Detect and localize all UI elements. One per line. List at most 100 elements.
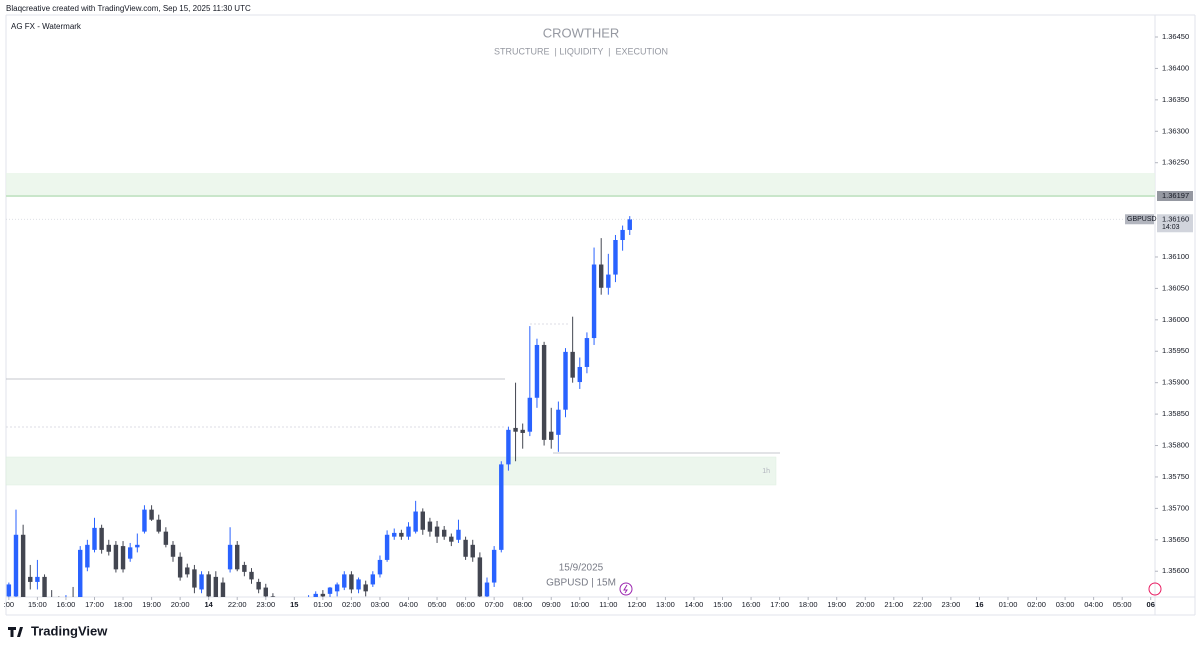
candle-body xyxy=(256,581,261,590)
candle-body xyxy=(156,519,161,532)
candle-body xyxy=(584,338,590,367)
candle-body xyxy=(113,544,119,570)
candle-body xyxy=(177,556,183,578)
x-tick-label: 04:00 xyxy=(399,600,418,609)
candle-body xyxy=(513,427,518,432)
x-tick-label: 14:00 xyxy=(685,600,704,609)
candle-body xyxy=(49,600,53,605)
candle-body xyxy=(206,574,211,597)
candle-body xyxy=(491,549,497,583)
candle-body xyxy=(370,574,376,585)
candle-body xyxy=(292,609,296,618)
x-tick-label: 04:00 xyxy=(1084,600,1103,609)
x-tick-label: 18:00 xyxy=(799,600,818,609)
x-tick-label: 19:00 xyxy=(142,600,161,609)
candle-body xyxy=(313,593,318,597)
candle-body xyxy=(363,584,368,592)
candle-body xyxy=(270,596,276,597)
x-tick-label: 17:00 xyxy=(770,600,789,609)
x-tick-label: 17:00 xyxy=(85,600,104,609)
x-tick-label: 03:00 xyxy=(371,600,390,609)
x-tick-label: 07:00 xyxy=(485,600,504,609)
y-tick-label: 1.36400 xyxy=(1162,63,1189,72)
x-tick-label: 16:00 xyxy=(57,600,76,609)
candle-body xyxy=(299,606,303,609)
x-tick-label: 12:00 xyxy=(627,600,646,609)
x-tick-label: 16:00 xyxy=(742,600,761,609)
x-tick-label: :00 xyxy=(4,600,14,609)
candle-body xyxy=(278,615,282,624)
candle-body xyxy=(506,429,511,465)
candle-body xyxy=(613,240,618,275)
y-tick-label: 1.35900 xyxy=(1162,378,1189,387)
candle-body xyxy=(627,219,632,230)
symbol-tag xyxy=(1125,214,1154,225)
candle-body xyxy=(598,264,604,288)
x-tick-label: 18:00 xyxy=(114,600,133,609)
candle-body xyxy=(192,569,197,588)
candle-body xyxy=(570,351,575,378)
x-tick-label: 16 xyxy=(975,600,983,609)
last-price-tag xyxy=(1157,214,1193,233)
candle-body xyxy=(342,574,347,588)
candle-body xyxy=(463,539,468,557)
candle-body xyxy=(477,557,483,597)
candle-body xyxy=(106,544,111,552)
candle-body xyxy=(420,511,425,530)
x-tick-label: 13:00 xyxy=(656,600,675,609)
x-tick-label: 23:00 xyxy=(256,600,275,609)
x-tick-label: 15 xyxy=(290,600,298,609)
event-icon xyxy=(623,584,628,594)
y-tick-label: 1.36000 xyxy=(1162,315,1189,324)
candle-body xyxy=(427,521,433,532)
candle-body xyxy=(149,509,154,520)
candle-body xyxy=(135,544,140,548)
candle-body xyxy=(413,511,418,532)
x-tick-label: 23:00 xyxy=(942,600,961,609)
x-tick-label: 03:00 xyxy=(1056,600,1075,609)
candle-body xyxy=(456,529,461,540)
candle-body xyxy=(213,576,219,597)
candle-body xyxy=(434,526,440,537)
x-tick-label: 01:00 xyxy=(313,600,332,609)
demand-zone xyxy=(5,456,777,486)
x-tick-label: 06 xyxy=(1147,600,1155,609)
candle-body xyxy=(527,397,533,432)
candle-body xyxy=(78,549,83,597)
candle-body xyxy=(306,599,310,606)
y-tick-label: 1.35650 xyxy=(1162,535,1189,544)
header: Blaqcreative created with TradingView.co… xyxy=(6,4,251,13)
candle-body xyxy=(120,546,126,570)
x-tick-label: 22:00 xyxy=(913,600,932,609)
event-icon[interactable] xyxy=(619,582,633,596)
x-tick-label: 09:00 xyxy=(542,600,561,609)
candle-body xyxy=(163,531,169,545)
watermark-subtitle: STRUCTURE | LIQUIDITY | EXECUTION xyxy=(494,46,668,56)
logo: TradingView xyxy=(8,623,108,638)
candle-body xyxy=(13,534,19,597)
candle-body xyxy=(620,229,625,241)
candle-body xyxy=(399,532,404,537)
candle-body xyxy=(377,559,383,575)
candle-body xyxy=(327,587,333,594)
x-tick-label: 20:00 xyxy=(171,600,190,609)
candle-body xyxy=(185,567,190,575)
candle-body xyxy=(534,344,540,398)
x-tick-label: 20:00 xyxy=(856,600,875,609)
indicator-label: AG FX - Watermark xyxy=(11,22,82,31)
candle-body xyxy=(549,431,554,440)
candle-body xyxy=(92,527,97,550)
candle-body xyxy=(127,547,133,559)
x-tick-label: 21:00 xyxy=(884,600,903,609)
y-tick-label: 1.36050 xyxy=(1162,283,1189,292)
y-tick-label: 1.35800 xyxy=(1162,441,1189,450)
x-tick-label: 05:00 xyxy=(428,600,447,609)
candle-body xyxy=(199,574,204,590)
watermark-symbol: GBPUSD | 15M xyxy=(546,578,616,589)
logo-text: TradingView xyxy=(31,623,108,638)
candle-body xyxy=(235,544,240,570)
event-icon[interactable] xyxy=(1148,582,1162,596)
candle-body xyxy=(356,579,361,590)
candle-body xyxy=(20,534,26,597)
zone-label: 1h xyxy=(762,468,770,475)
